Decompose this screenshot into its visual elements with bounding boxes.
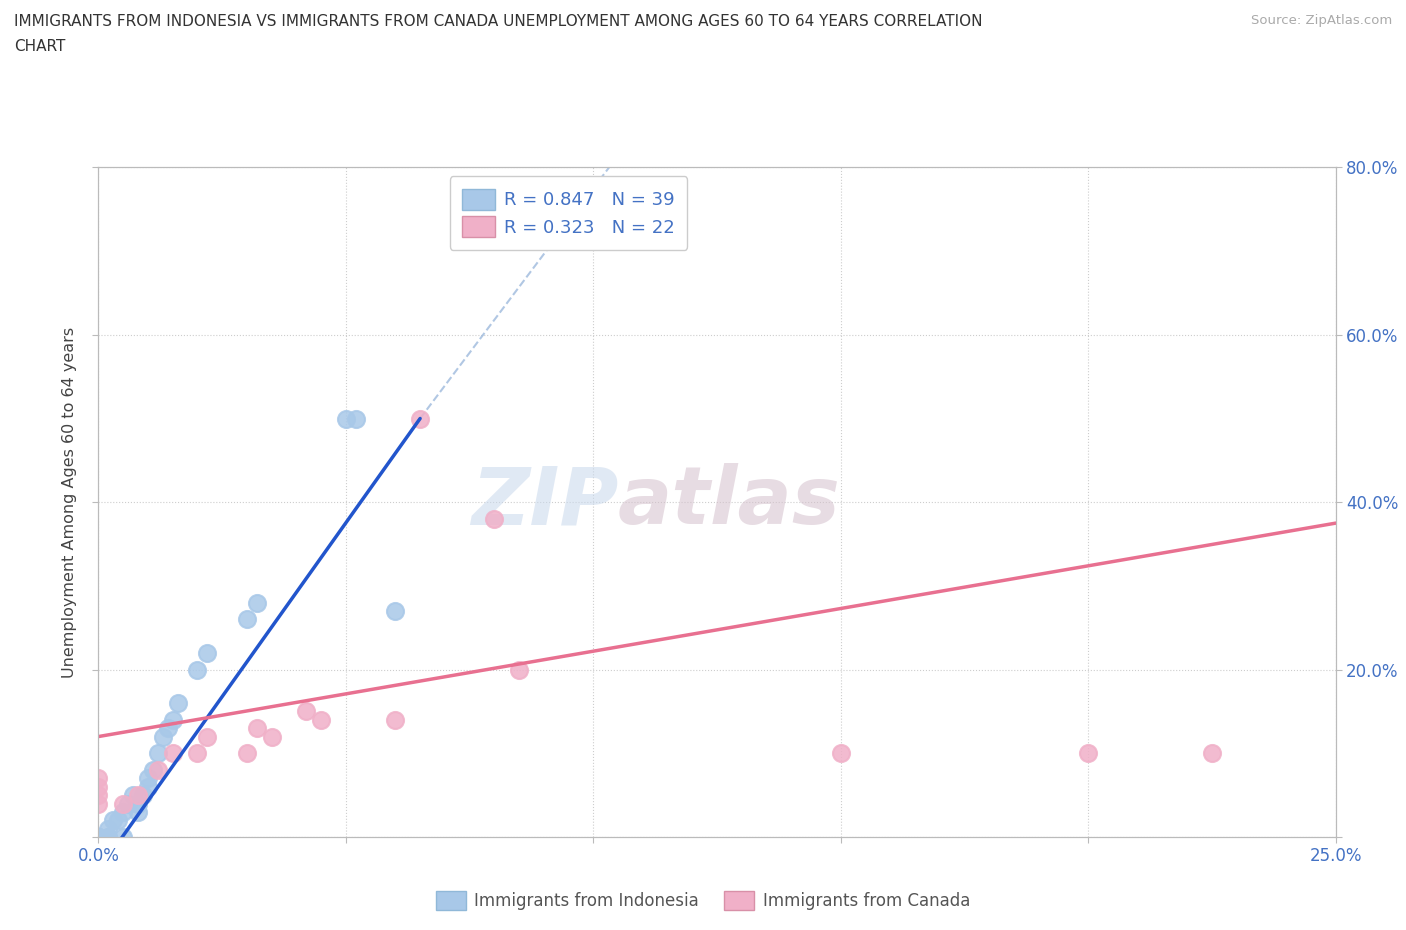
Point [112,804,135,819]
Point [87,796,110,811]
Text: IMMIGRANTS FROM INDONESIA VS IMMIGRANTS FROM CANADA UNEMPLOYMENT AMONG AGES 60 T: IMMIGRANTS FROM INDONESIA VS IMMIGRANTS … [14,14,983,29]
Point [384,604,406,618]
Point [87,830,110,844]
Point [112,796,135,811]
Point [136,771,159,786]
Text: CHART: CHART [14,39,66,54]
Text: atlas: atlas [619,463,841,541]
Point [146,746,169,761]
Point [309,712,332,727]
Point [103,813,125,828]
Point [195,729,218,744]
Legend: Immigrants from Indonesia, Immigrants from Canada: Immigrants from Indonesia, Immigrants fr… [429,884,977,917]
Point [246,721,269,736]
Point [484,512,506,526]
Point [97,830,120,844]
Point [295,704,318,719]
Point [136,779,159,794]
Point [1201,746,1223,761]
Point [87,830,110,844]
Point [87,830,110,844]
Point [1077,746,1099,761]
Point [112,830,135,844]
Point [87,830,110,844]
Point [87,771,110,786]
Point [127,788,149,803]
Point [508,662,530,677]
Point [97,821,120,836]
Legend: R = 0.847   N = 39, R = 0.323   N = 22: R = 0.847 N = 39, R = 0.323 N = 22 [450,177,688,250]
Point [344,411,367,426]
Point [186,746,208,761]
Y-axis label: Unemployment Among Ages 60 to 64 years: Unemployment Among Ages 60 to 64 years [62,326,77,678]
Text: ZIP: ZIP [471,463,619,541]
Point [830,746,852,761]
Point [87,830,110,844]
Point [87,830,110,844]
Point [127,804,149,819]
Point [166,696,188,711]
Point [409,411,432,426]
Point [335,411,357,426]
Point [260,729,283,744]
Text: Source: ZipAtlas.com: Source: ZipAtlas.com [1251,14,1392,27]
Point [87,830,110,844]
Point [97,830,120,844]
Point [236,746,259,761]
Point [384,712,406,727]
Point [162,712,184,727]
Point [87,830,110,844]
Point [87,779,110,794]
Point [87,830,110,844]
Point [127,796,149,811]
Point [146,763,169,777]
Point [152,729,174,744]
Point [186,662,208,677]
Point [107,813,129,828]
Point [117,796,139,811]
Point [132,788,155,803]
Point [87,788,110,803]
Point [87,830,110,844]
Point [162,746,184,761]
Point [142,763,165,777]
Point [246,595,269,610]
Point [236,612,259,627]
Point [87,830,110,844]
Point [195,645,218,660]
Point [156,721,179,736]
Point [122,788,145,803]
Point [87,830,110,844]
